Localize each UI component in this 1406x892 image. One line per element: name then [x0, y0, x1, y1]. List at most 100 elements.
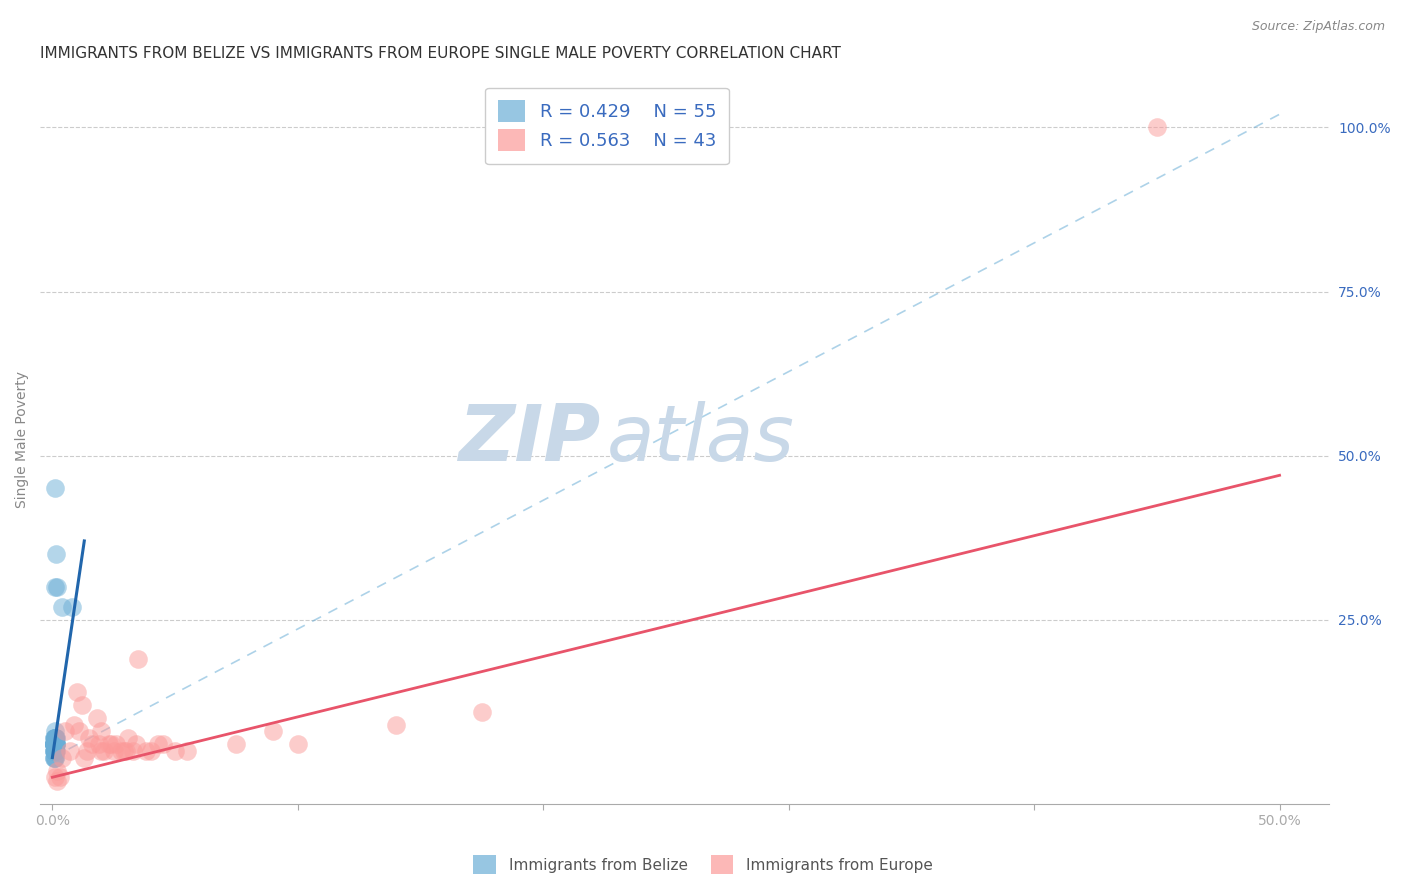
Point [44, 738, 66, 752]
Point [287, 738, 309, 752]
Point [115, 744, 138, 758]
Point [97, 738, 120, 752]
Point [44, 731, 66, 745]
Point [44, 738, 66, 752]
Point [152, 738, 174, 752]
Point [77, 731, 100, 745]
Point [44, 744, 66, 758]
Point [45, 738, 67, 752]
Point [58, 744, 80, 758]
Y-axis label: Single Male Poverty: Single Male Poverty [15, 371, 30, 508]
Point [44, 744, 66, 758]
Point [117, 731, 139, 745]
Point [44, 744, 66, 758]
Point [90, 724, 112, 739]
Point [53, 724, 76, 739]
Point [63, 718, 86, 732]
Point [44, 750, 66, 764]
Point [76, 744, 98, 758]
Point [44, 744, 66, 758]
Point [44, 744, 66, 758]
Point [44, 738, 66, 752]
Point [45, 738, 67, 752]
Point [1146, 120, 1168, 135]
Point [44, 744, 66, 758]
Point [44, 738, 66, 752]
Point [90, 744, 112, 758]
Point [122, 744, 145, 758]
Point [44, 731, 66, 745]
Point [45, 738, 67, 752]
Point [46, 773, 69, 788]
Point [44, 744, 66, 758]
Point [385, 718, 408, 732]
Point [44, 738, 66, 752]
Point [66, 685, 89, 699]
Point [44, 580, 66, 594]
Point [471, 705, 494, 719]
Point [44, 744, 66, 758]
Point [73, 750, 96, 764]
Point [262, 724, 284, 739]
Point [44, 731, 66, 745]
Point [44, 738, 66, 752]
Point [44, 738, 66, 752]
Point [225, 738, 247, 752]
Point [67, 724, 90, 739]
Point [44, 770, 66, 784]
Point [110, 744, 132, 758]
Point [44, 738, 66, 752]
Point [44, 738, 66, 752]
Point [45, 731, 67, 745]
Point [45, 731, 67, 745]
Point [46, 580, 69, 594]
Point [44, 744, 66, 758]
Point [139, 744, 162, 758]
Point [44, 738, 66, 752]
Point [100, 738, 122, 752]
Point [44, 738, 66, 752]
Point [44, 738, 66, 752]
Text: ZIP: ZIP [458, 401, 600, 477]
Point [165, 744, 187, 758]
Point [44, 731, 66, 745]
Point [127, 652, 149, 666]
Point [80, 738, 103, 752]
Point [44, 750, 66, 764]
Point [45, 744, 67, 758]
Point [48, 770, 70, 784]
Point [44, 744, 66, 758]
Text: IMMIGRANTS FROM BELIZE VS IMMIGRANTS FROM EUROPE SINGLE MALE POVERTY CORRELATION: IMMIGRANTS FROM BELIZE VS IMMIGRANTS FRO… [41, 46, 841, 62]
Point [44, 731, 66, 745]
Point [51, 750, 73, 764]
Point [146, 738, 169, 752]
Point [46, 764, 69, 778]
Point [112, 744, 135, 758]
Legend: R = 0.429    N = 55, R = 0.563    N = 43: R = 0.429 N = 55, R = 0.563 N = 43 [485, 87, 728, 164]
Point [105, 738, 128, 752]
Point [44, 738, 66, 752]
Text: atlas: atlas [607, 401, 794, 477]
Point [93, 744, 115, 758]
Legend: Immigrants from Belize, Immigrants from Europe: Immigrants from Belize, Immigrants from … [467, 849, 939, 880]
Point [44, 738, 66, 752]
Point [60, 599, 83, 614]
Point [44, 750, 66, 764]
Point [45, 738, 67, 752]
Point [70, 698, 93, 712]
Point [86, 711, 108, 725]
Point [44, 724, 66, 739]
Point [45, 547, 67, 561]
Point [44, 738, 66, 752]
Point [51, 599, 73, 614]
Text: Source: ZipAtlas.com: Source: ZipAtlas.com [1251, 20, 1385, 33]
Point [45, 744, 67, 758]
Point [103, 744, 125, 758]
Point [44, 738, 66, 752]
Point [44, 738, 66, 752]
Point [44, 750, 66, 764]
Point [44, 744, 66, 758]
Point [44, 731, 66, 745]
Point [44, 731, 66, 745]
Point [87, 738, 110, 752]
